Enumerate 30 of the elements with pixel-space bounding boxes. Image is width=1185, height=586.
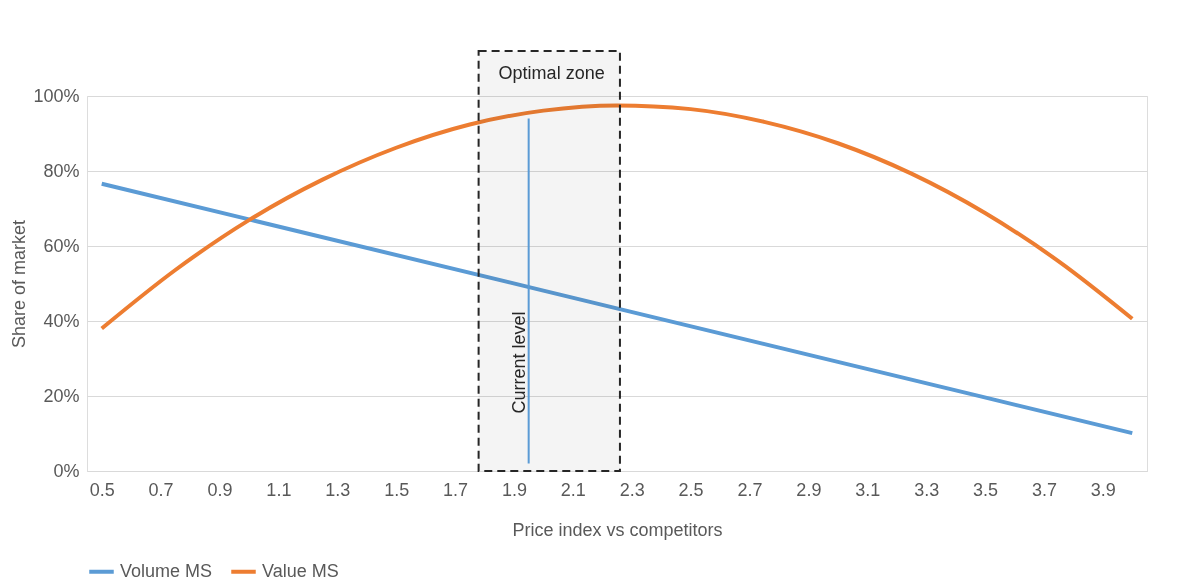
x-tick-label: 0.9 bbox=[207, 479, 233, 500]
x-tick-label: 1.7 bbox=[443, 479, 469, 500]
legend-label: Value MS bbox=[262, 560, 339, 581]
x-tick-label: 0.7 bbox=[148, 479, 174, 500]
x-tick-label: 1.9 bbox=[501, 479, 527, 500]
x-axis-title: Price index vs competitors bbox=[512, 519, 723, 540]
x-tick-label: 2.9 bbox=[796, 479, 822, 500]
legend-label: Volume MS bbox=[120, 560, 213, 581]
x-tick-label: 2.3 bbox=[619, 479, 645, 500]
x-tick-label: 3.3 bbox=[914, 479, 940, 500]
x-tick-label: 3.7 bbox=[1031, 479, 1057, 500]
ref-line-label: Current level bbox=[508, 311, 529, 414]
y-axis-title: Share of market bbox=[9, 219, 30, 349]
y-tick-label: 20% bbox=[43, 385, 80, 406]
x-tick-label: 1.5 bbox=[384, 479, 410, 500]
x-tick-label: 2.5 bbox=[678, 479, 704, 500]
x-tick-label: 1.3 bbox=[325, 479, 351, 500]
x-tick-label: 2.1 bbox=[560, 479, 586, 500]
y-tick-label: 60% bbox=[43, 235, 80, 256]
x-tick-label: 0.5 bbox=[89, 479, 115, 500]
x-tick-label: 3.9 bbox=[1090, 479, 1116, 500]
x-tick-label: 3.5 bbox=[973, 479, 999, 500]
x-tick-label: 1.1 bbox=[266, 479, 292, 500]
y-tick-label: 0% bbox=[53, 460, 80, 481]
y-tick-label: 100% bbox=[33, 85, 80, 106]
y-tick-label: 80% bbox=[43, 160, 80, 181]
band-label: Optimal zone bbox=[498, 63, 605, 83]
x-tick-label: 3.1 bbox=[855, 479, 881, 500]
x-tick-label: 2.7 bbox=[737, 479, 763, 500]
y-tick-label: 40% bbox=[43, 310, 80, 331]
